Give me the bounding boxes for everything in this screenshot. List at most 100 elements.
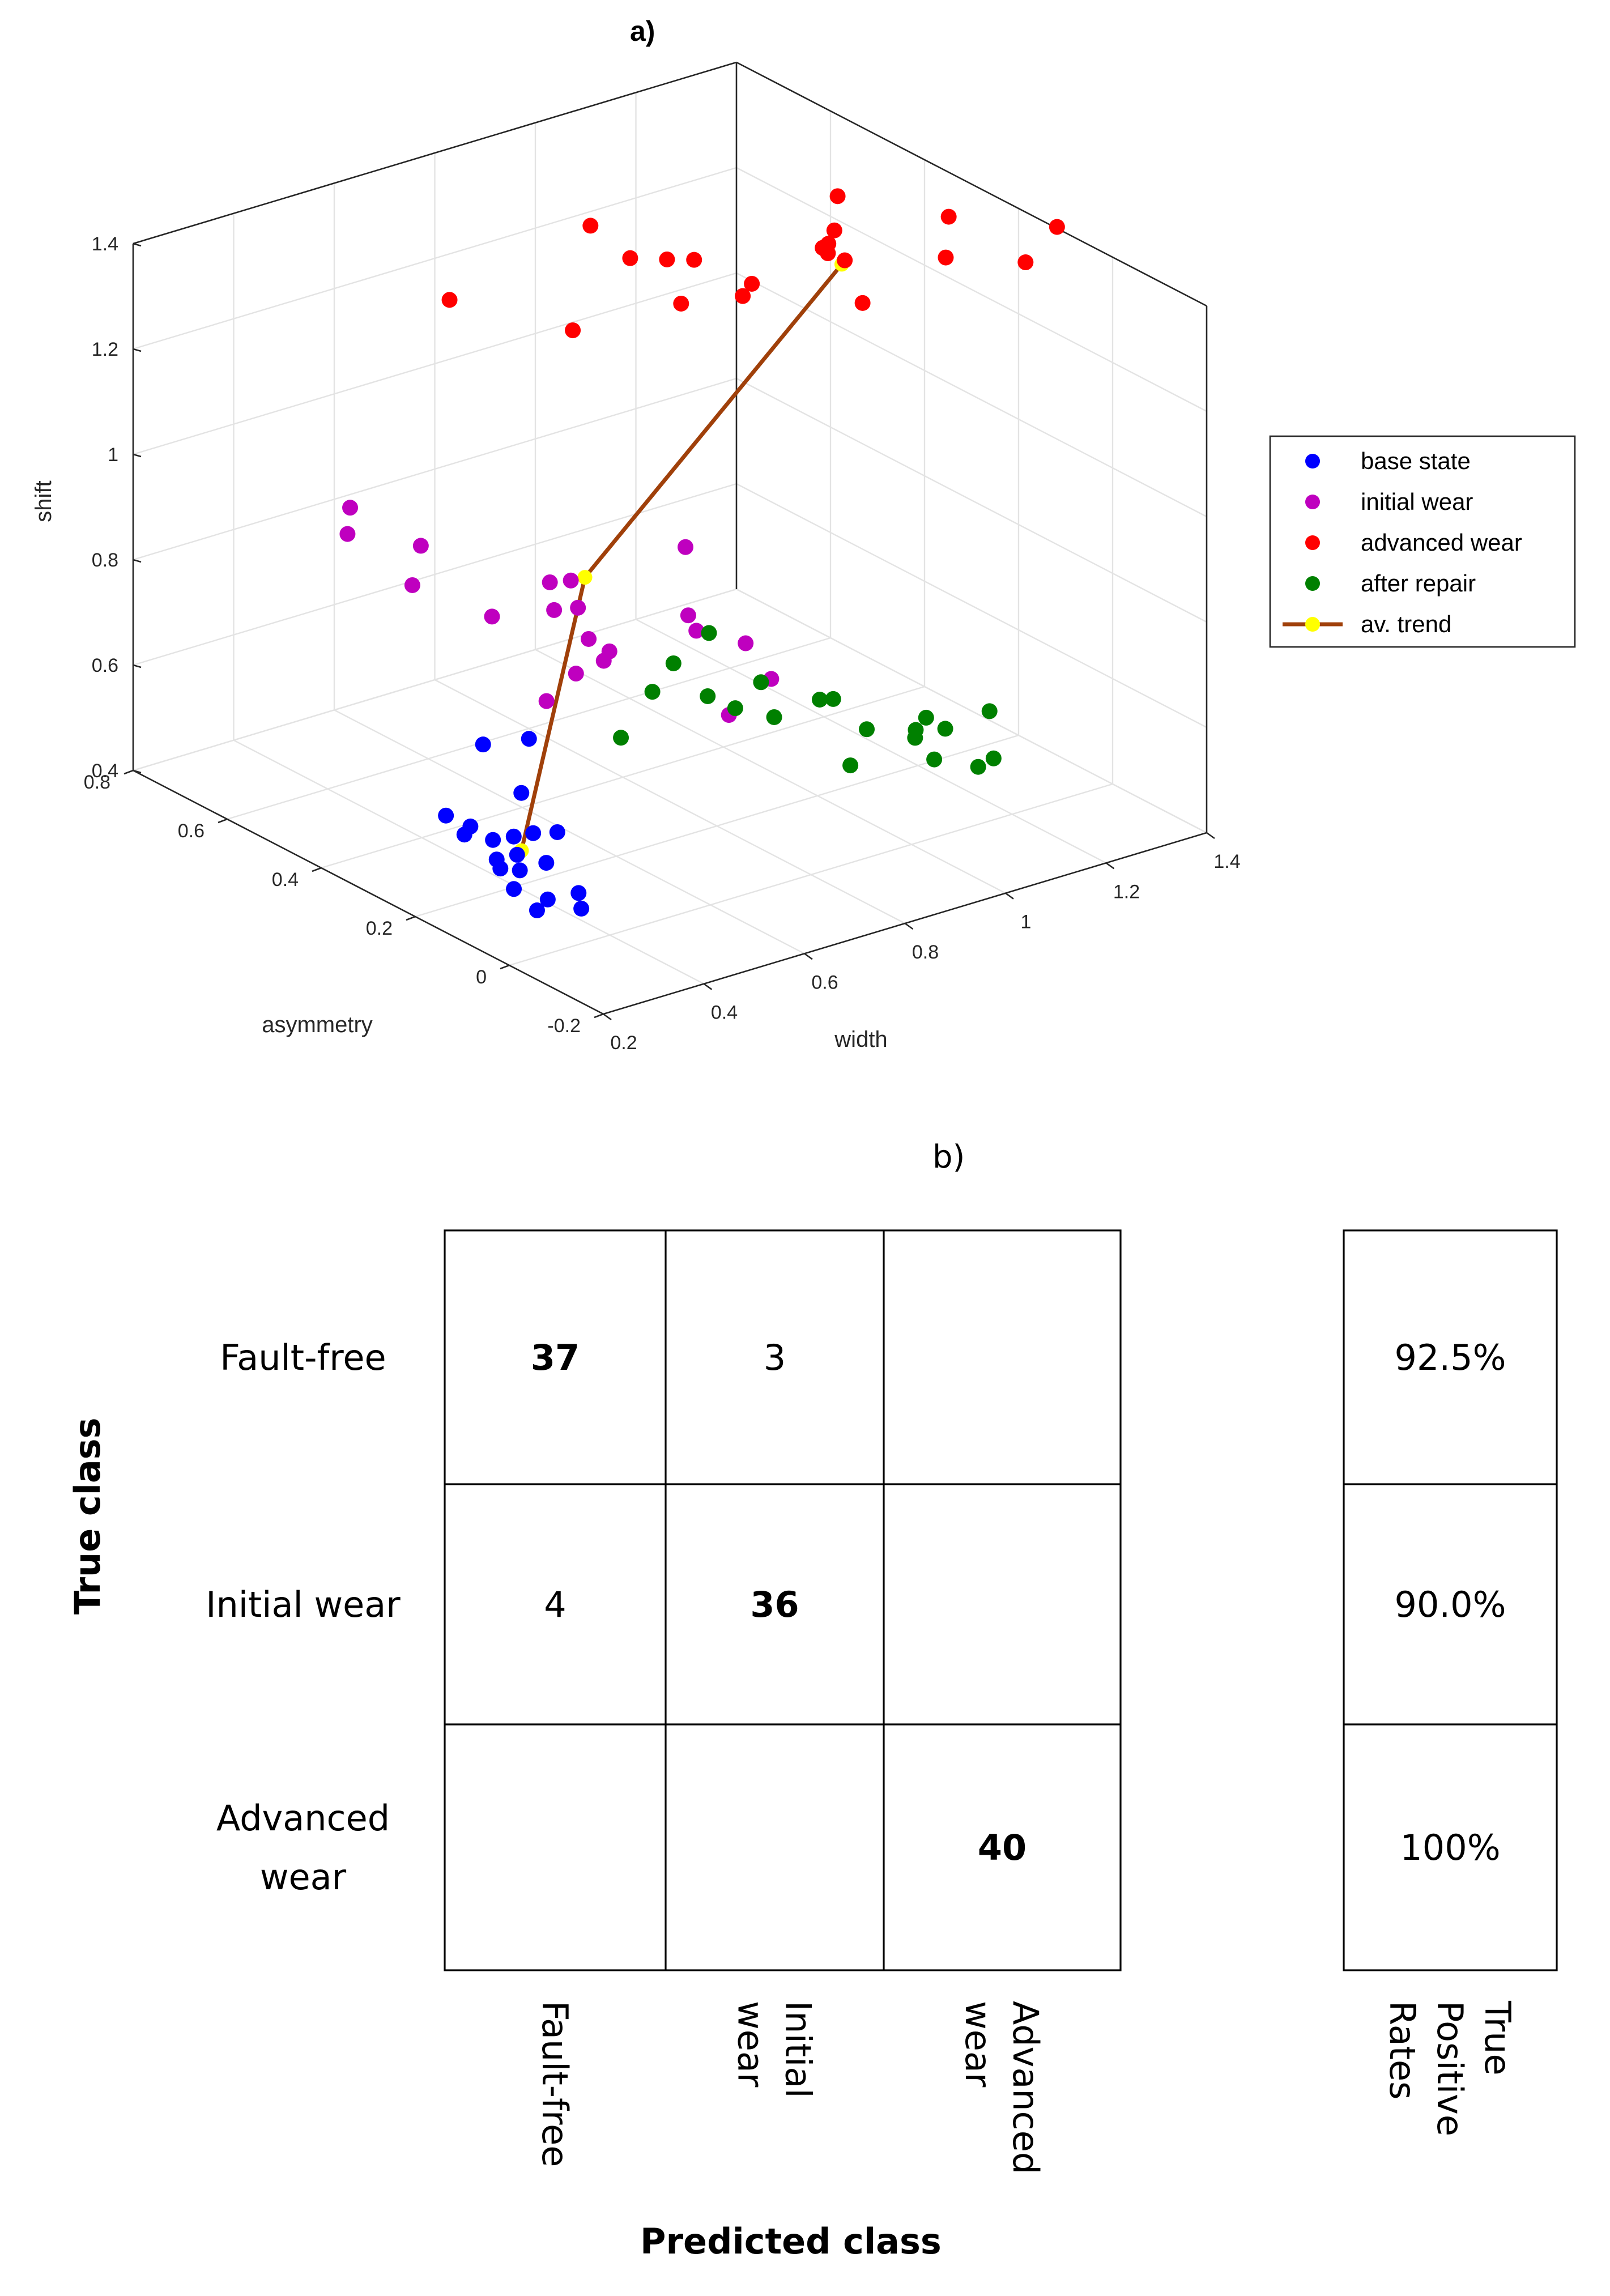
z-tick <box>133 664 142 668</box>
data-point <box>441 292 458 308</box>
data-point <box>753 674 769 691</box>
legend-label: after repair <box>1361 570 1476 597</box>
y-tick-label: -0.2 <box>547 1015 581 1037</box>
data-point <box>837 252 853 269</box>
row-label: Fault-free <box>220 1337 386 1378</box>
matrix-cell-value: 37 <box>531 1337 580 1378</box>
data-point <box>563 572 579 589</box>
box-edge <box>133 61 737 245</box>
data-point <box>549 824 565 840</box>
x-tick-label: 0.4 <box>711 1002 738 1024</box>
data-point <box>744 275 760 292</box>
data-point <box>665 655 682 671</box>
data-point <box>485 832 501 848</box>
data-point <box>573 900 590 917</box>
grid-line <box>133 272 737 455</box>
legend-marker <box>1305 576 1320 591</box>
z-tick-label: 0.6 <box>92 655 118 676</box>
data-point <box>595 653 612 669</box>
data-point <box>820 245 836 262</box>
data-point <box>738 635 754 651</box>
box-edge <box>736 61 1207 307</box>
predicted-class-title: Predicted class <box>640 2221 942 2262</box>
data-point <box>985 750 1002 766</box>
x-axis-label: width <box>834 1027 887 1052</box>
col-label: Fault-free <box>534 2001 576 2167</box>
z-tick <box>133 559 142 563</box>
legend-label: advanced wear <box>1361 529 1522 556</box>
data-point <box>342 500 359 516</box>
col-label: Advanced <box>1005 2001 1046 2174</box>
data-point <box>686 252 702 268</box>
x-tick-label: 1.2 <box>1113 881 1140 902</box>
tick-labels-group: 0.20.40.60.811.21.4-0.200.20.40.60.80.40… <box>84 233 1241 1054</box>
data-point <box>521 731 537 747</box>
x-tick <box>904 922 914 930</box>
grid-line <box>434 679 906 925</box>
data-point <box>678 539 694 555</box>
data-point <box>513 785 530 801</box>
z-tick <box>133 348 142 352</box>
y-tick-label: 0 <box>476 966 487 988</box>
data-point <box>926 751 943 768</box>
data-point <box>970 759 986 775</box>
data-point <box>644 684 661 700</box>
trend-line-group <box>514 257 849 858</box>
data-point <box>509 846 525 863</box>
tpr-value: 100% <box>1400 1827 1500 1868</box>
data-point <box>938 249 954 266</box>
data-point <box>918 709 934 726</box>
grid-line <box>227 637 831 820</box>
data-point <box>829 188 846 205</box>
data-point <box>937 721 953 737</box>
data-point <box>412 538 429 554</box>
data-point <box>529 902 545 919</box>
x-tick <box>804 953 813 960</box>
tpr-value: 90.0% <box>1395 1584 1506 1625</box>
data-point <box>581 631 597 647</box>
z-axis-label: shift <box>31 480 56 522</box>
data-point <box>484 608 500 625</box>
col-label: wear <box>957 2001 999 2088</box>
data-point <box>525 825 542 841</box>
x-tick <box>1105 862 1115 870</box>
data-point <box>688 623 705 639</box>
y-tick <box>500 964 510 970</box>
legend-box <box>1269 435 1576 648</box>
scatter-3d-chart: 0.20.40.60.811.21.4-0.200.20.40.60.80.40… <box>31 61 1576 1054</box>
legend-label: initial wear <box>1361 488 1473 515</box>
data-point <box>908 722 924 738</box>
data-point <box>735 288 751 304</box>
z-tick <box>133 769 142 774</box>
z-tick <box>133 242 142 247</box>
true-class-title: True class <box>67 1417 108 1615</box>
grid-line <box>509 783 1113 966</box>
data-point <box>981 703 998 719</box>
col-label: Initial <box>778 2001 819 2098</box>
data-point <box>538 693 555 709</box>
confusion-matrix-grid <box>444 1229 1558 1971</box>
tpr-header-label: True <box>1477 2000 1518 2076</box>
data-point <box>680 607 696 624</box>
data-point <box>859 721 875 738</box>
tpr-value: 92.5% <box>1395 1337 1506 1378</box>
row-label: Advanced <box>216 1797 390 1839</box>
data-point <box>622 250 638 266</box>
grid-line <box>535 649 1006 894</box>
y-tick-label: 0.2 <box>366 918 393 939</box>
y-tick-label: 0.6 <box>178 820 205 842</box>
trend-point <box>577 570 593 585</box>
grid-line <box>736 483 1207 729</box>
row-label: wear <box>260 1856 347 1898</box>
y-axis-label: asymmetry <box>262 1012 373 1037</box>
grid-line <box>736 167 1207 412</box>
y-tick <box>406 915 416 921</box>
data-point <box>854 295 871 311</box>
x-tick <box>1005 892 1014 900</box>
legend-marker <box>1305 495 1320 509</box>
matrix-cell-value: 3 <box>764 1337 786 1378</box>
data-point <box>462 818 479 834</box>
col-label: wear <box>730 2001 772 2088</box>
confusion-matrix-text: 37 3 4 36 40 92.5% 90.0% 100% Fault-free Initial … <box>206 1337 1518 2174</box>
x-tick <box>603 1013 612 1021</box>
